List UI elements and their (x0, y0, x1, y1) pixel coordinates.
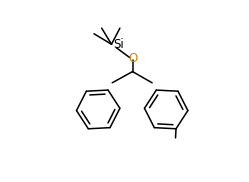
Text: Si: Si (114, 38, 124, 52)
Text: O: O (128, 52, 137, 66)
